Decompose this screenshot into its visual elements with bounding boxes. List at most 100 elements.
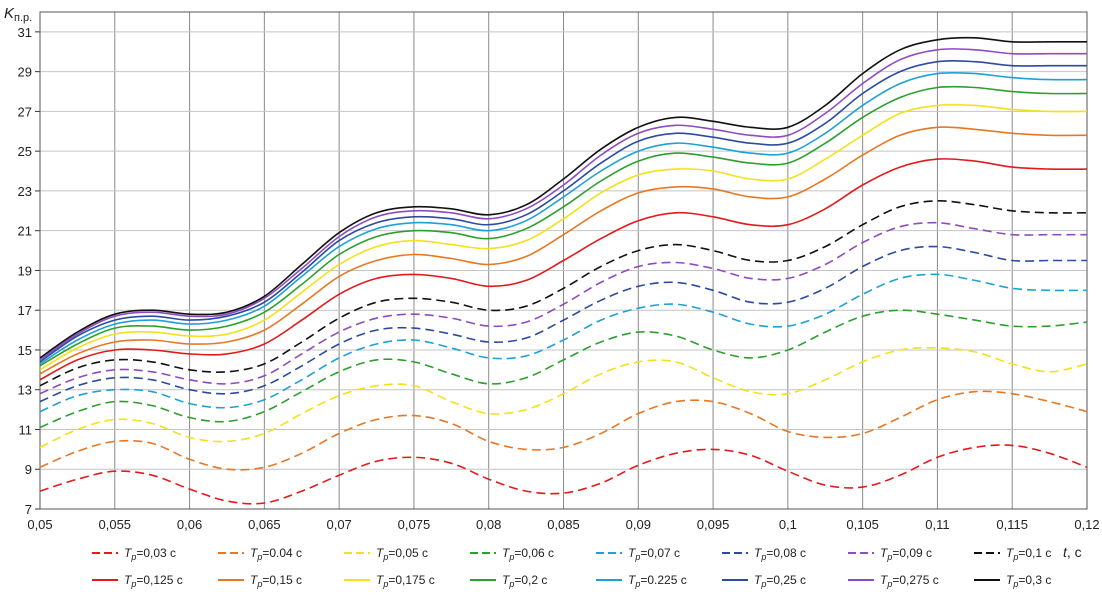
x-tick-label: 0,105 [846, 517, 879, 532]
legend-symbol: T [124, 546, 133, 560]
legend-label: Tр=0,1 с [1006, 546, 1051, 562]
legend-label: Tр=0,06 с [502, 546, 554, 562]
legend-label: Tр=0,175 с [376, 573, 435, 589]
legend-subscript: р [130, 552, 136, 562]
y-tick-label: 29 [18, 65, 32, 80]
x-axis-title: t, с [1063, 544, 1082, 560]
legend-symbol: T [1006, 573, 1015, 587]
y-axis-subscript: п.р. [14, 12, 32, 24]
legend-value: =0,08 с [766, 546, 806, 560]
legend-value: =0,1 с [1018, 546, 1051, 560]
y-axis-title: Kп.р. [4, 5, 32, 24]
legend-subscript: р [634, 552, 640, 562]
series-line-4 [39, 309, 1088, 429]
legend-label: Tр=0,275 с [880, 573, 939, 589]
legend-value: =0,06 с [514, 546, 554, 560]
series-line-5 [39, 273, 1088, 413]
legend-label: Tр=0,09 с [880, 546, 932, 562]
legend-label: Tр=0,3 с [1006, 573, 1051, 589]
legend-label: Tр=0,125 с [124, 573, 183, 589]
legend-symbol: T [880, 573, 889, 587]
legend-subscript: р [1012, 579, 1018, 589]
y-tick-label: 13 [18, 383, 32, 398]
x-tick-label: 0,065 [248, 517, 281, 532]
legend-symbol: T [250, 546, 259, 560]
legend-label: Tр=0,2 с [502, 573, 547, 589]
x-tick-label: 0,095 [697, 517, 730, 532]
series-line-12 [39, 85, 1088, 367]
series-line-7 [39, 221, 1087, 395]
legend-symbol: T [250, 573, 259, 587]
series-line-15 [39, 48, 1087, 361]
x-tick-label: 0,115 [996, 517, 1028, 532]
legend-symbol: T [628, 573, 637, 587]
legend-symbol: T [1006, 546, 1015, 560]
legend-value: =0,125 с [136, 573, 182, 587]
x-tick-label: 0,055 [99, 517, 132, 532]
legend-subscript: р [256, 579, 262, 589]
y-tick-label: 27 [18, 104, 32, 119]
series-line-2 [39, 390, 1088, 471]
legend-subscript: р [760, 552, 766, 562]
tick-labels: 0,05 0,055 0,06 0,065 0,07 0,075 0,08 0,085 0,09… [18, 25, 1100, 532]
legend-symbol: T [502, 573, 511, 587]
x-tick-label: 0,085 [547, 517, 580, 532]
legend-symbol: T [754, 573, 763, 587]
legend-label: Tр=0,07 с [628, 546, 680, 562]
y-tick-label: 19 [18, 263, 32, 278]
legend-subscript: р [886, 552, 892, 562]
y-tick-label: 21 [18, 224, 32, 239]
legend-subscript: р [760, 579, 766, 589]
series-line-3 [39, 347, 1088, 449]
x-tick-label: 0,1 [779, 517, 797, 532]
x-axis-symbol: t [1063, 544, 1068, 560]
series-line-11 [39, 103, 1088, 371]
legend-symbol: T [502, 546, 511, 560]
legend-value: =0,275 с [892, 573, 938, 587]
legend-subscript: р [508, 579, 514, 589]
legend-subscript: р [382, 579, 388, 589]
legend-value: =0,05 с [388, 546, 428, 560]
x-tick-label: 0,11 [925, 517, 949, 532]
legend-value: =0,09 с [892, 546, 932, 560]
legend-subscript: р [1012, 552, 1018, 562]
legend-symbol: T [376, 546, 385, 560]
legend-symbol: T [628, 546, 637, 560]
legend-value: =0,25 с [766, 573, 806, 587]
legend-label: Tр=0,05 с [376, 546, 428, 562]
legend-value: =0,03 с [136, 546, 176, 560]
legend-subscript: р [256, 552, 262, 562]
series-line-6 [39, 245, 1087, 403]
legend-symbol: T [376, 573, 385, 587]
legend-value: =0.225 с [640, 573, 686, 587]
series-line-8 [39, 200, 1088, 387]
legend-label: Tр=0,03 с [124, 546, 176, 562]
y-tick-label: 15 [18, 343, 32, 358]
legend-label: Tр=0,25 с [754, 573, 806, 589]
x-tick-label: 0,075 [398, 517, 431, 532]
legend-label: Tр=0,08 с [754, 546, 806, 562]
series-line-10 [39, 126, 1088, 375]
legend-subscript: р [382, 552, 388, 562]
legend-label: Tр=0.04 с [250, 546, 302, 562]
y-tick-label: 17 [18, 303, 32, 318]
series-lines [39, 36, 1088, 505]
axes [35, 11, 1088, 510]
y-tick-label: 7 [25, 502, 32, 517]
legend: Tр=0,03 с Tр=0.04 с Tр=0,05 с Tр=0,06 с Tр=0… [92, 546, 1051, 589]
x-tick-label: 0,06 [177, 517, 202, 532]
legend-symbol: T [754, 546, 763, 560]
y-tick-label: 11 [19, 422, 33, 437]
legend-value: =0,175 с [388, 573, 434, 587]
x-axis-unit: , с [1067, 544, 1082, 560]
legend-value: =0,2 с [514, 573, 547, 587]
legend-value: =0,3 с [1018, 573, 1051, 587]
legend-label: Tр=0,15 с [250, 573, 302, 589]
series-line-13 [39, 71, 1088, 365]
legend-subscript: р [886, 579, 892, 589]
y-tick-label: 31 [18, 25, 32, 40]
legend-value: =0,15 с [262, 573, 302, 587]
series-line-14 [39, 59, 1087, 363]
legend-symbol: T [880, 546, 889, 560]
